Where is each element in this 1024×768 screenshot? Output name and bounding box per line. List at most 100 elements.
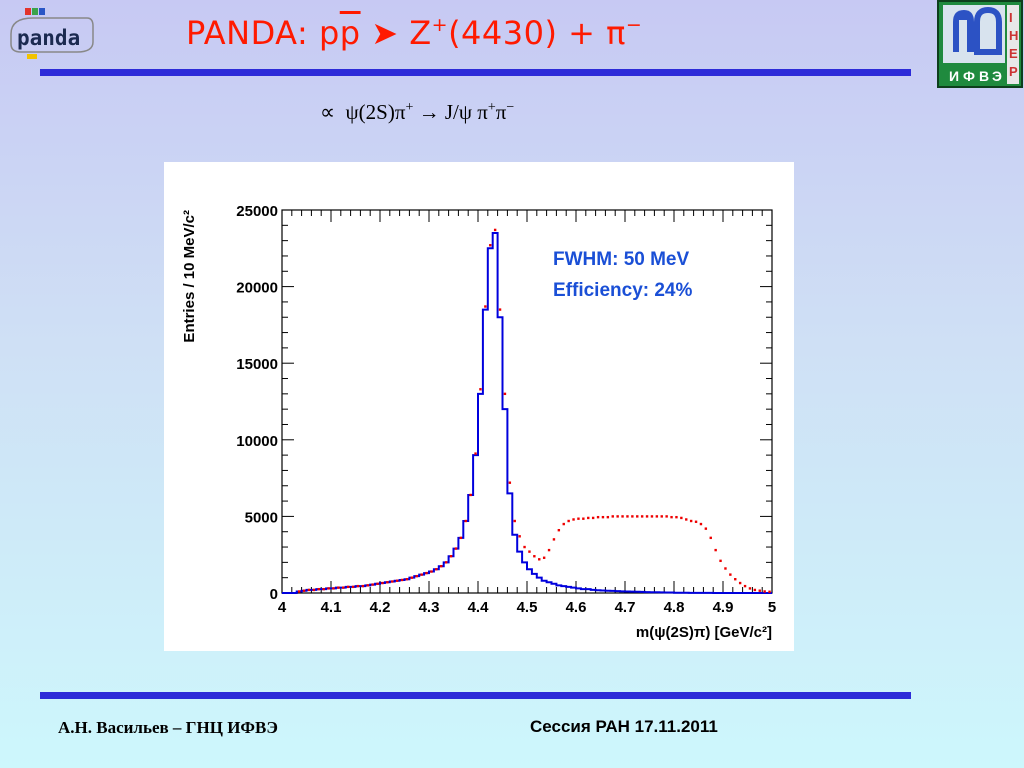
x-tick-label: 4.1	[321, 599, 342, 616]
x-tick-label: 4.6	[566, 599, 587, 616]
series-point	[459, 536, 463, 540]
series-point	[528, 550, 531, 553]
series-point	[469, 493, 472, 497]
title-pbar: p	[339, 14, 361, 52]
series-point	[665, 515, 668, 518]
series-point	[743, 584, 747, 588]
ihep-logo: И Ф В Э I H E P	[937, 0, 1023, 88]
y-tick-label: 0	[270, 586, 278, 603]
series-point	[572, 518, 575, 521]
series-point	[332, 587, 335, 590]
series-point	[312, 588, 316, 592]
ihep-side-letter-1: I	[1009, 10, 1013, 25]
y-tick-label: 25000	[236, 203, 278, 220]
series-point	[444, 561, 448, 564]
series-point	[523, 545, 526, 549]
panda-logo: panda	[10, 8, 94, 59]
series-point	[734, 578, 737, 581]
ihep-letter-1: И	[949, 68, 959, 84]
efficiency-annotation: Efficiency: 24%	[553, 280, 692, 301]
series-point	[606, 515, 610, 519]
title-arrow: ➤	[371, 14, 399, 52]
series-point	[493, 228, 497, 232]
ihep-side-letter-4: P	[1009, 64, 1018, 79]
series-point	[420, 573, 423, 576]
series-point	[738, 581, 742, 585]
ihep-letter-4: Э	[992, 68, 1002, 84]
x-tick-label: 4.2	[370, 599, 391, 616]
ihep-letter-2: Ф	[963, 68, 975, 84]
x-tick-label: 5	[768, 599, 776, 616]
series-point	[547, 548, 551, 552]
y-tick-label: 15000	[236, 356, 278, 373]
series-point	[694, 520, 698, 523]
x-axis-label: m(ψ(2S)π) [GeV/c²]	[636, 624, 772, 641]
series-point	[342, 586, 345, 589]
series-point	[552, 538, 556, 541]
series-point	[763, 590, 766, 593]
series-point	[675, 515, 678, 519]
series-point	[626, 515, 629, 518]
series-point	[601, 515, 605, 519]
series-point	[680, 516, 683, 520]
series-point	[533, 555, 536, 558]
series-point	[596, 515, 600, 519]
series-point	[645, 515, 649, 518]
series-point	[753, 588, 757, 592]
series-point	[297, 590, 301, 593]
series-point	[640, 515, 644, 518]
series-point	[577, 517, 580, 520]
series-point	[322, 587, 325, 591]
series-point	[386, 581, 389, 584]
mass-histogram: 4 4.1 4.2 4.3 4.4 4.5 4.6 4.7 4.8 4.9 5 0 5000 10000 1…	[181, 203, 776, 641]
series-point	[704, 527, 708, 530]
series-point	[351, 585, 355, 589]
series-point	[636, 515, 639, 518]
series-point	[685, 518, 688, 521]
series-point	[518, 535, 521, 538]
series-point	[709, 536, 712, 540]
series-point	[302, 589, 306, 592]
formula-pi: π	[495, 100, 507, 124]
series-point	[582, 517, 585, 520]
ihep-side-letter-2: H	[1009, 28, 1018, 43]
x-tick-label: 4.3	[419, 599, 440, 616]
series-point	[464, 519, 467, 523]
series-point	[371, 583, 374, 586]
series-point	[337, 586, 340, 589]
formula-plus2: +	[487, 100, 496, 115]
series-point	[440, 564, 443, 568]
series-point	[557, 528, 561, 532]
series-point	[587, 516, 590, 520]
series-point	[479, 388, 482, 391]
series-point	[670, 515, 673, 519]
series-point	[748, 587, 752, 590]
y-tick-label: 5000	[245, 509, 278, 526]
series-point	[655, 515, 659, 518]
series-point	[391, 580, 394, 583]
series-point	[689, 519, 693, 523]
title-pi-charge: −	[625, 14, 643, 36]
plot-frame	[281, 209, 773, 594]
series-point	[768, 590, 771, 593]
series-point	[435, 568, 438, 571]
series-point	[395, 579, 399, 582]
series-point	[724, 567, 727, 570]
x-tick-label: 4.5	[517, 599, 538, 616]
series-point	[307, 588, 311, 592]
series-point	[346, 585, 350, 589]
series-point	[317, 587, 320, 591]
series-point	[454, 547, 458, 550]
footer-author: А.Н. Васильев – ГНЦ ИФВЭ	[58, 718, 278, 737]
series-point	[567, 519, 570, 523]
title-z: Z	[409, 14, 432, 52]
series-point	[376, 582, 379, 586]
decay-formula: ∝ ψ(2S)π+ → J/ψ π+π−	[320, 100, 514, 125]
series-point	[591, 516, 595, 520]
x-tick-label: 4	[278, 599, 287, 616]
series-point	[415, 574, 418, 578]
series-point	[758, 589, 761, 592]
series-point	[660, 515, 663, 518]
footer-session: Сессия РАН 17.11.2011	[530, 717, 718, 736]
series-point	[621, 515, 624, 518]
